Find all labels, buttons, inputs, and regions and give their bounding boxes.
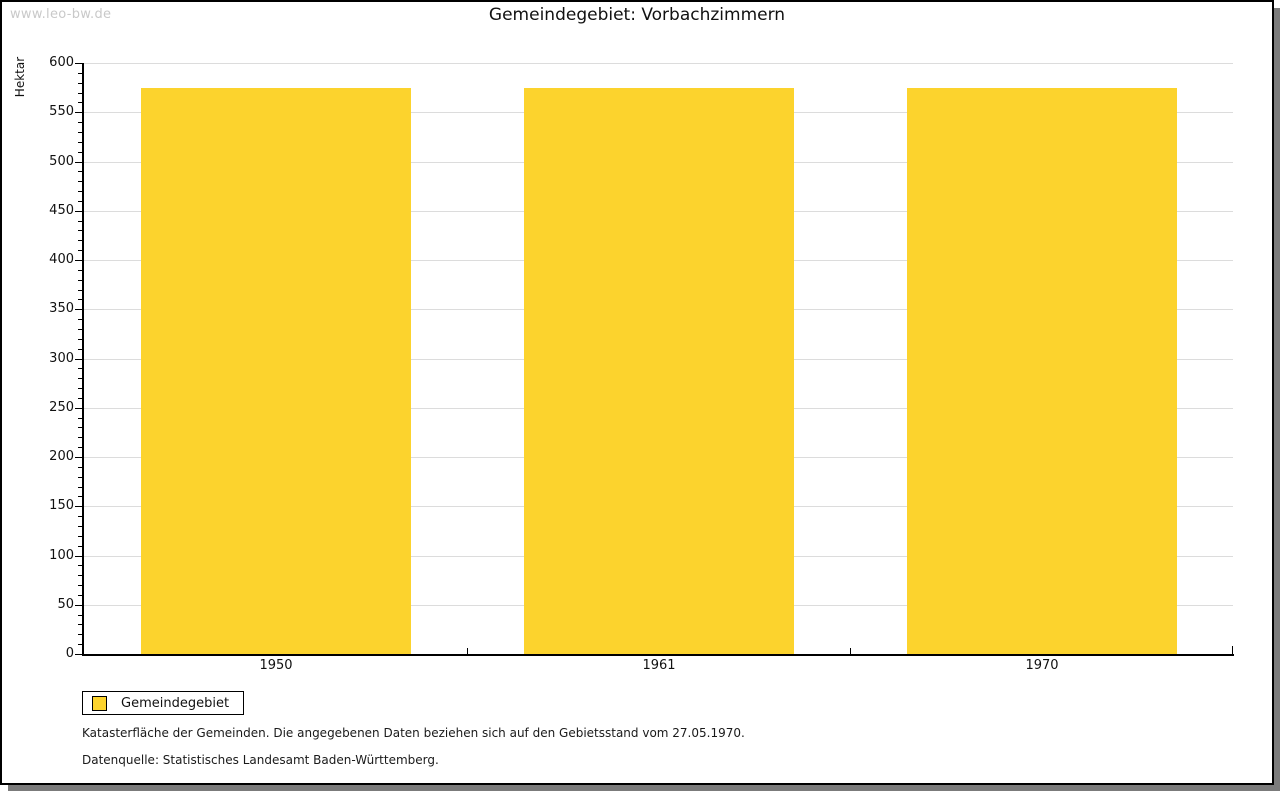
y-minor-tick bbox=[78, 329, 82, 330]
x-tick-label: 1950 bbox=[259, 658, 293, 673]
x-tick-label: 1961 bbox=[642, 658, 676, 673]
legend-swatch-icon bbox=[92, 695, 107, 711]
y-minor-tick bbox=[78, 201, 82, 202]
y-major-tick bbox=[75, 162, 82, 163]
y-minor-tick bbox=[78, 122, 82, 123]
y-major-tick bbox=[75, 556, 82, 557]
y-major-tick bbox=[75, 506, 82, 507]
y-minor-tick bbox=[78, 595, 82, 596]
x-category-tick bbox=[850, 648, 851, 654]
y-minor-tick bbox=[78, 349, 82, 350]
y-minor-tick bbox=[78, 230, 82, 231]
y-minor-tick bbox=[78, 152, 82, 153]
y-tick-label: 50 bbox=[57, 597, 74, 612]
y-minor-tick bbox=[78, 615, 82, 616]
x-axis-end-tick bbox=[1232, 646, 1233, 654]
y-minor-tick bbox=[78, 644, 82, 645]
chart-title: Gemeindegebiet: Vorbachzimmern bbox=[488, 5, 786, 25]
y-minor-tick bbox=[78, 526, 82, 527]
y-minor-tick bbox=[78, 93, 82, 94]
y-axis-line bbox=[82, 63, 84, 654]
y-minor-tick bbox=[78, 221, 82, 222]
y-minor-tick bbox=[78, 181, 82, 182]
y-minor-tick bbox=[78, 565, 82, 566]
y-major-tick bbox=[75, 260, 82, 261]
y-tick-label: 0 bbox=[65, 646, 74, 661]
y-minor-tick bbox=[78, 477, 82, 478]
y-major-tick bbox=[75, 63, 82, 64]
legend-label: Gemeindegebiet bbox=[121, 695, 230, 711]
y-minor-tick bbox=[78, 102, 82, 103]
y-minor-tick bbox=[78, 496, 82, 497]
y-minor-tick bbox=[78, 240, 82, 241]
y-minor-tick bbox=[78, 546, 82, 547]
y-major-tick bbox=[75, 605, 82, 606]
y-minor-tick bbox=[78, 575, 82, 576]
legend: Gemeindegebiet bbox=[82, 691, 245, 715]
y-minor-tick bbox=[78, 142, 82, 143]
gridline bbox=[84, 63, 1233, 64]
footnote-data-source: Datenquelle: Statistisches Landesamt Bad… bbox=[82, 753, 439, 767]
y-minor-tick bbox=[78, 299, 82, 300]
watermark: www.leo-bw.de bbox=[10, 7, 112, 22]
y-major-tick bbox=[75, 654, 82, 655]
y-minor-tick bbox=[78, 319, 82, 320]
y-tick-label: 300 bbox=[49, 351, 74, 366]
y-minor-tick bbox=[78, 516, 82, 517]
x-tick-label: 1970 bbox=[1025, 658, 1059, 673]
bar-1950 bbox=[141, 88, 411, 654]
y-tick-label: 100 bbox=[49, 548, 74, 563]
y-minor-tick bbox=[78, 191, 82, 192]
y-minor-tick bbox=[78, 437, 82, 438]
x-axis-line bbox=[82, 654, 1234, 656]
y-minor-tick bbox=[78, 368, 82, 369]
y-tick-label: 200 bbox=[49, 449, 74, 464]
y-tick-label: 150 bbox=[49, 498, 74, 513]
y-tick-label: 250 bbox=[49, 400, 74, 415]
y-tick-label: 400 bbox=[49, 252, 74, 267]
y-minor-tick bbox=[78, 171, 82, 172]
y-minor-tick bbox=[78, 290, 82, 291]
y-minor-tick bbox=[78, 418, 82, 419]
y-tick-label: 500 bbox=[49, 154, 74, 169]
y-minor-tick bbox=[78, 132, 82, 133]
y-tick-label: 600 bbox=[49, 55, 74, 70]
bar-1970 bbox=[907, 88, 1177, 654]
y-minor-tick bbox=[78, 280, 82, 281]
footnote-source-note: Katasterfläche der Gemeinden. Die angege… bbox=[82, 726, 745, 740]
y-minor-tick bbox=[78, 487, 82, 488]
x-category-tick bbox=[467, 648, 468, 654]
y-major-tick bbox=[75, 309, 82, 310]
y-minor-tick bbox=[78, 73, 82, 74]
y-major-tick bbox=[75, 408, 82, 409]
y-minor-tick bbox=[78, 250, 82, 251]
y-minor-tick bbox=[78, 270, 82, 271]
y-tick-label: 450 bbox=[49, 203, 74, 218]
y-tick-label: 550 bbox=[49, 104, 74, 119]
y-minor-tick bbox=[78, 634, 82, 635]
y-major-tick bbox=[75, 359, 82, 360]
y-minor-tick bbox=[78, 536, 82, 537]
y-minor-tick bbox=[78, 339, 82, 340]
y-minor-tick bbox=[78, 388, 82, 389]
y-major-tick bbox=[75, 457, 82, 458]
y-minor-tick bbox=[78, 83, 82, 84]
y-minor-tick bbox=[78, 378, 82, 379]
y-major-tick bbox=[75, 211, 82, 212]
y-tick-label: 350 bbox=[49, 301, 74, 316]
bar-1961 bbox=[524, 88, 794, 654]
y-minor-tick bbox=[78, 427, 82, 428]
y-minor-tick bbox=[78, 585, 82, 586]
y-minor-tick bbox=[78, 447, 82, 448]
y-minor-tick bbox=[78, 624, 82, 625]
y-minor-tick bbox=[78, 467, 82, 468]
y-minor-tick bbox=[78, 398, 82, 399]
y-major-tick bbox=[75, 112, 82, 113]
